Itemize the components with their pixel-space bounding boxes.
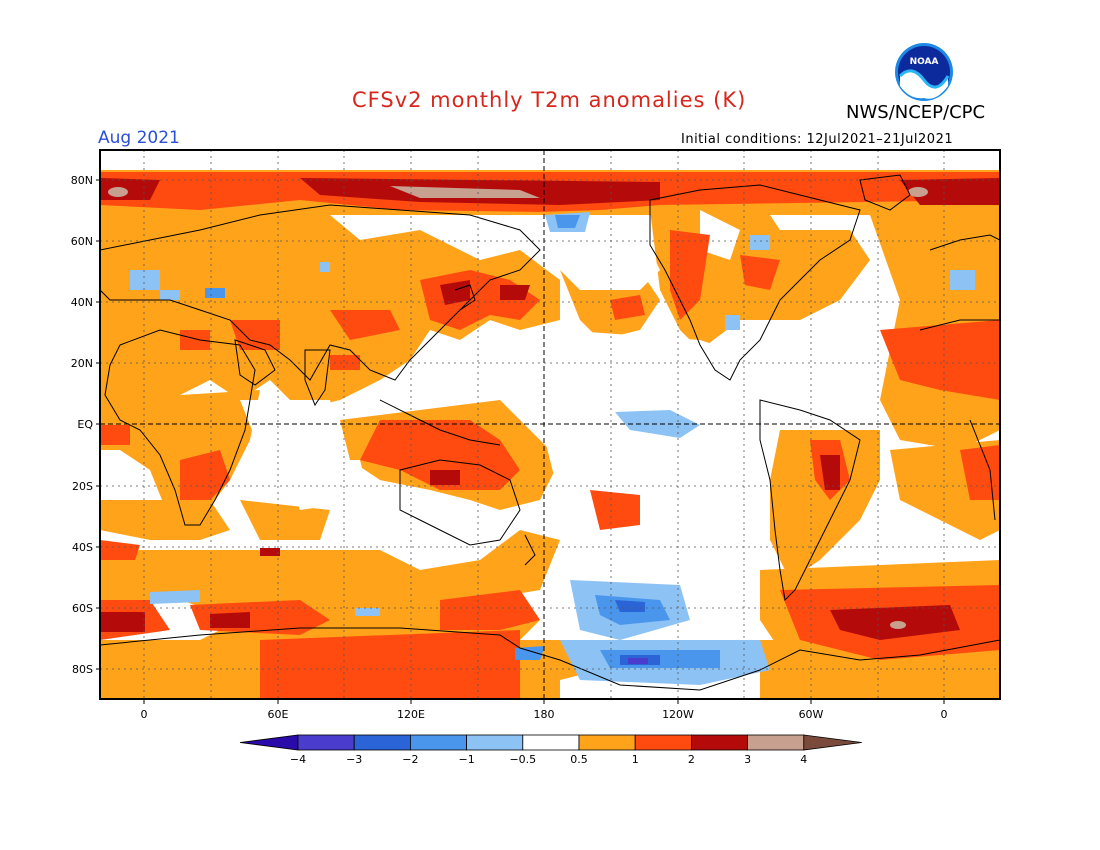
colorbar-tick-label: 3	[744, 753, 751, 766]
lat-label: EQ	[77, 418, 93, 431]
lat-label: 20S	[72, 480, 93, 493]
lat-label: 40N	[71, 296, 93, 309]
colorbar-swatch	[409, 734, 467, 751]
lat-label: 60S	[72, 602, 93, 615]
lon-label: 120W	[662, 708, 694, 721]
lon-label: 60E	[268, 708, 289, 721]
lat-ticks	[96, 179, 100, 670]
colorbar-swatch	[691, 734, 749, 751]
colorbar-tick-label: −4	[290, 753, 306, 766]
lon-ticks	[143, 699, 945, 704]
svg-text:NOAA: NOAA	[910, 57, 939, 67]
lon-label: 0	[141, 708, 148, 721]
lon-label: 120E	[397, 708, 425, 721]
colorbar-swatch	[634, 734, 692, 751]
colorbar-tick-label: −1	[458, 753, 474, 766]
forecast-month: Aug 2021	[98, 128, 180, 148]
colorbar-arrow-low	[239, 734, 299, 751]
initial-conditions: Initial conditions: 12Jul2021–21Jul2021	[681, 132, 954, 147]
lat-label: 20N	[71, 357, 93, 370]
colorbar-tick-label: −2	[402, 753, 418, 766]
colorbar-swatch	[522, 734, 580, 751]
anomaly-red-regions	[100, 172, 1000, 699]
reference-lines	[100, 150, 1000, 699]
lon-label: 0	[941, 708, 948, 721]
colorbar-tick-label: 2	[688, 753, 695, 766]
colorbar-swatch	[747, 734, 805, 751]
chart-title: CFSv2 monthly T2m anomalies (K)	[352, 88, 747, 112]
anomaly-tan-regions	[108, 186, 928, 629]
colorbar-tick-label: 0.5	[570, 753, 588, 766]
lat-labels: 80N 60N 40N 20N EQ 20S 40S 60S 80S	[71, 174, 94, 676]
anomaly-purple-regions	[628, 658, 648, 664]
lon-label: 180	[534, 708, 555, 721]
noaa-logo-icon: NOAA	[895, 43, 953, 101]
grid-lines	[100, 150, 1000, 699]
lat-label: 40S	[72, 541, 93, 554]
colorbar-tick-label: −3	[346, 753, 362, 766]
lat-label: 80N	[71, 174, 93, 187]
colorbar-arrow-high	[803, 734, 862, 751]
colorbar-tick-label: 4	[800, 753, 807, 766]
coastlines	[100, 174, 1000, 691]
lat-label: 80S	[72, 663, 93, 676]
agency-label: NWS/NCEP/CPC	[846, 102, 986, 123]
colorbar-swatch	[353, 734, 411, 751]
colorbar-swatch	[297, 734, 355, 751]
colorbar-tick-label: −0.5	[509, 753, 536, 766]
colorbar-swatch	[578, 734, 636, 751]
colorbar-tick-label: 1	[632, 753, 639, 766]
lon-label: 60W	[799, 708, 824, 721]
colorbar-swatch	[466, 734, 524, 751]
lon-labels: 0 60E 120E 180 120W 60W 0	[141, 708, 948, 721]
colorbar: −4 −3 −2 −1 −0.5 0.5 1 2 3 4	[239, 734, 862, 766]
lat-label: 60N	[71, 235, 93, 248]
anomaly-field	[100, 150, 1000, 699]
